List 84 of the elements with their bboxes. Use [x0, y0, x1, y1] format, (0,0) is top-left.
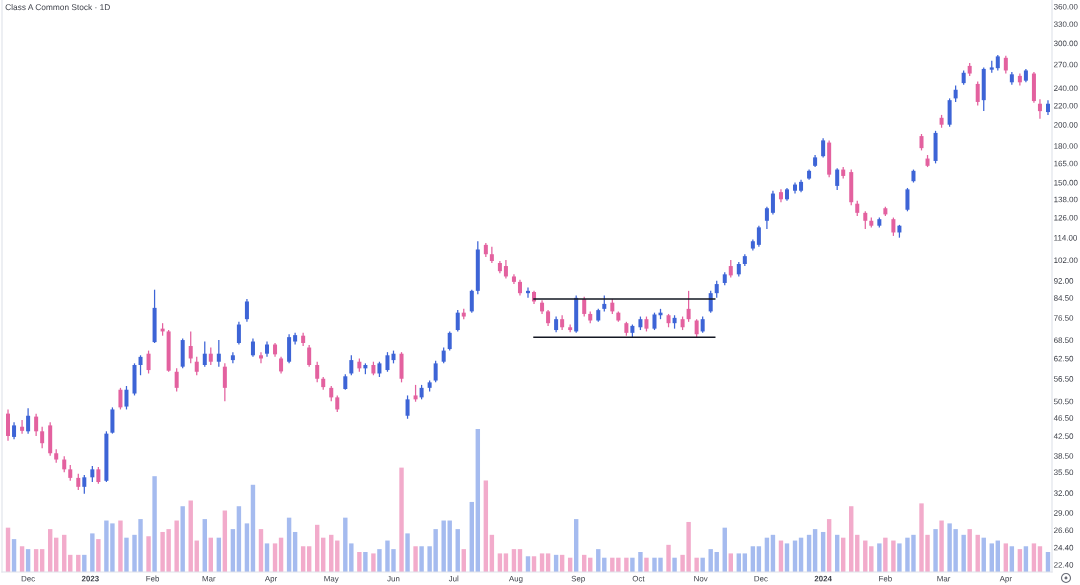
candlestick — [188, 330, 193, 364]
candlestick — [82, 474, 87, 495]
candlestick — [905, 187, 910, 212]
bar — [624, 557, 629, 572]
candlestick — [146, 349, 151, 375]
bar — [666, 544, 671, 572]
candlestick — [433, 360, 438, 383]
candlestick — [447, 330, 452, 352]
bar — [877, 543, 882, 572]
candlestick — [34, 413, 39, 437]
candlestick — [756, 225, 761, 248]
candlestick — [138, 354, 143, 376]
candlestick — [770, 190, 775, 216]
candlestick — [835, 167, 840, 191]
candlestick — [40, 426, 45, 449]
candlestick — [202, 340, 207, 368]
bar — [644, 557, 649, 572]
bar — [883, 537, 888, 572]
bar — [377, 549, 382, 572]
candlestick — [307, 344, 312, 368]
bar — [700, 557, 705, 572]
bar — [363, 551, 368, 572]
bar — [961, 534, 966, 572]
candlestick — [174, 367, 179, 393]
bar — [630, 557, 635, 572]
bar — [82, 554, 87, 572]
candlestick — [489, 246, 494, 264]
bar — [933, 529, 938, 572]
candlestick — [385, 351, 390, 373]
candlestick — [349, 354, 354, 376]
bar — [124, 537, 129, 572]
candlestick — [244, 298, 249, 323]
candlestick — [216, 339, 221, 368]
candlestick — [1037, 98, 1042, 120]
bar — [602, 557, 607, 572]
candlestick — [891, 216, 896, 237]
bar — [869, 546, 874, 572]
candlestick — [455, 309, 460, 333]
candlestick — [469, 289, 474, 314]
candlestick — [222, 362, 227, 402]
bar — [694, 557, 699, 572]
bar — [708, 549, 713, 572]
bar — [90, 533, 95, 572]
candlestick — [821, 137, 826, 159]
bar — [475, 429, 481, 572]
candlestick — [315, 361, 320, 383]
candlestick — [6, 408, 11, 442]
bar — [405, 533, 410, 572]
bar — [419, 546, 424, 572]
bar — [413, 546, 418, 572]
candlestick — [124, 385, 129, 411]
candlestick — [194, 356, 199, 376]
bar — [118, 520, 123, 572]
bar — [967, 529, 972, 572]
bar — [672, 557, 677, 572]
bar — [188, 500, 193, 572]
candlestick — [764, 206, 769, 230]
candlestick — [694, 318, 699, 339]
bar — [152, 476, 157, 572]
candlestick — [250, 337, 255, 358]
bar — [371, 553, 376, 572]
bar — [174, 520, 179, 572]
bar — [96, 539, 101, 572]
bar — [399, 467, 404, 572]
bar — [146, 536, 151, 572]
bar — [939, 520, 944, 572]
candlestick — [503, 259, 508, 280]
bar — [180, 506, 185, 572]
candlestick — [20, 419, 25, 435]
candlestick — [258, 351, 263, 364]
bar — [483, 480, 489, 572]
candlestick — [582, 296, 587, 318]
candlestick — [405, 394, 410, 420]
bar — [357, 551, 362, 572]
chart-title: Class A Common Stock · 1D — [5, 4, 110, 11]
candlestick — [110, 406, 115, 435]
bar — [638, 551, 643, 572]
candlestick — [118, 387, 123, 411]
bar — [897, 543, 902, 572]
candlestick — [236, 321, 241, 346]
candlestick — [975, 80, 980, 107]
candlestick — [26, 407, 31, 435]
bar — [891, 540, 896, 572]
candlestick — [686, 290, 691, 323]
